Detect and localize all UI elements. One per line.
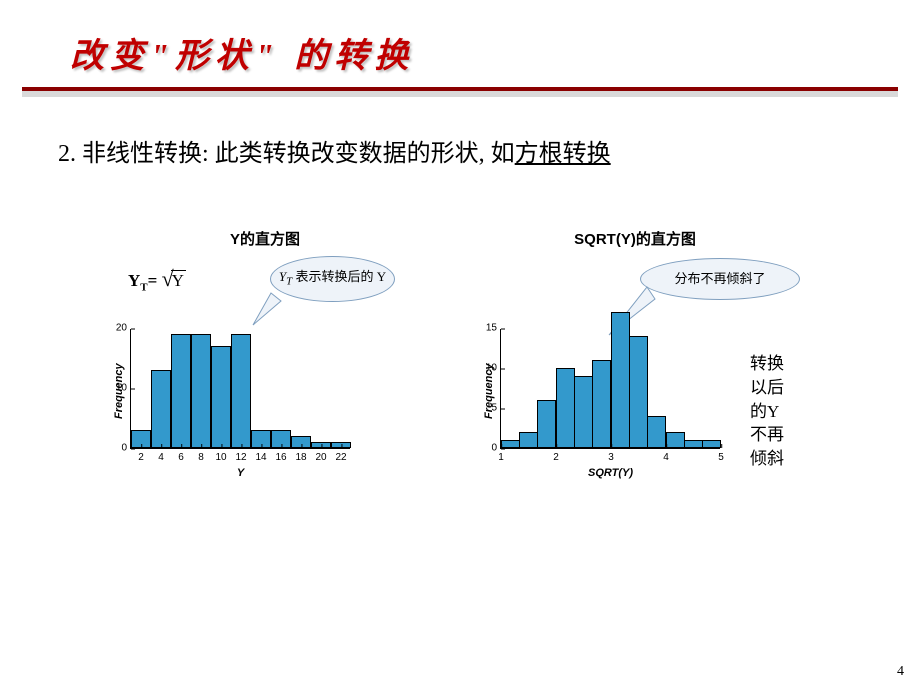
xtick: 14	[255, 448, 266, 463]
histogram-left: 01020246810121416182022FrequencyY	[100, 329, 430, 489]
xtick: 5	[718, 448, 724, 463]
xtick: 20	[315, 448, 326, 463]
xtick: 6	[178, 448, 184, 463]
bar	[611, 312, 629, 448]
chart-right-title: SQRT(Y)的直方图	[470, 228, 800, 249]
plot-area-left: 01020246810121416182022FrequencyY	[130, 329, 350, 449]
chart-right: SQRT(Y)的直方图 分布不再倾斜了 05101512345Frequency…	[470, 228, 800, 489]
xtick: 4	[158, 448, 164, 463]
plot-area-right: 05101512345FrequencySQRT(Y)	[500, 329, 720, 449]
slide-title: 改变"形状" 的转换	[70, 28, 920, 77]
xlabel: Y	[237, 467, 244, 479]
side-note-l2: 不再倾斜	[750, 423, 800, 471]
xtick: 4	[663, 448, 669, 463]
xtick: 1	[498, 448, 504, 463]
ylabel: Frequency	[483, 363, 495, 419]
xtick: 22	[335, 448, 346, 463]
chart-left-title: Y的直方图	[100, 228, 430, 249]
body-text: 2. 非线性转换: 此类转换改变数据的形状, 如方根转换	[58, 133, 920, 168]
callout-right-text: 分布不再倾斜了	[674, 271, 765, 288]
divider-light	[22, 91, 898, 97]
charts-row: Y的直方图 YT= √Y YT 表示转换后的 Y 010202468101214…	[0, 228, 920, 489]
xtick: 2	[553, 448, 559, 463]
page-number: 4	[897, 664, 904, 680]
body-underlined: 方根转换	[515, 141, 611, 167]
xtick: 16	[275, 448, 286, 463]
callout-right: 分布不再倾斜了	[640, 258, 800, 300]
bar	[574, 376, 592, 448]
xtick: 8	[198, 448, 204, 463]
ytick: 0	[121, 443, 131, 454]
formula-sub: T	[140, 281, 147, 293]
ylabel: Frequency	[113, 363, 125, 419]
ytick: 15	[486, 323, 501, 334]
callout-left-text: YT 表示转换后的 Y	[279, 269, 386, 289]
formula-y: Y	[128, 271, 140, 290]
bar	[151, 370, 171, 448]
formula-rhs: Y	[171, 270, 186, 291]
xtick: 12	[235, 448, 246, 463]
bar	[647, 416, 665, 448]
formula-eq: =	[148, 271, 162, 290]
body-prefix: 2. 非线性转换: 此类转换改变数据的形状, 如	[58, 141, 515, 167]
bar	[519, 432, 537, 448]
side-note-l1: 转换以后的Y	[750, 352, 800, 423]
bar	[537, 400, 555, 448]
bar	[702, 440, 720, 448]
chart-left: Y的直方图 YT= √Y YT 表示转换后的 Y 010202468101214…	[100, 228, 430, 489]
ytick: 20	[116, 323, 131, 334]
formula: YT= √Y	[128, 266, 186, 293]
callout-left: YT 表示转换后的 Y	[270, 256, 395, 302]
bar	[501, 440, 519, 448]
bar	[592, 360, 610, 448]
xtick: 2	[138, 448, 144, 463]
bar	[684, 440, 702, 448]
bar	[171, 334, 191, 448]
xtick: 18	[295, 448, 306, 463]
xlabel: SQRT(Y)	[588, 467, 633, 479]
bar	[556, 368, 574, 448]
title-area: 改变"形状" 的转换	[0, 0, 920, 77]
bar	[191, 334, 211, 448]
bar	[666, 432, 684, 448]
callout-left-pointer	[251, 287, 291, 327]
bar	[629, 336, 647, 448]
bar	[231, 334, 251, 448]
xtick: 10	[215, 448, 226, 463]
bar	[211, 346, 231, 448]
side-note: 转换以后的Y 不再倾斜	[750, 352, 800, 471]
xtick: 3	[608, 448, 614, 463]
